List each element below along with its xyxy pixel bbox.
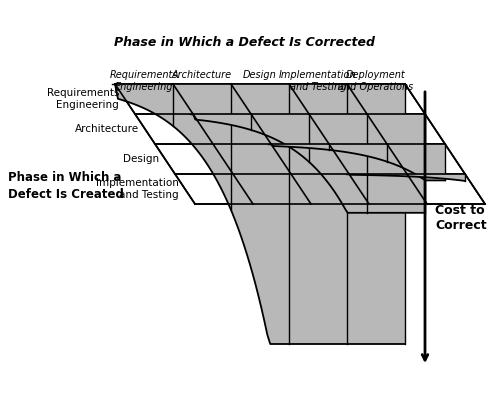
Text: Design: Design: [123, 154, 159, 164]
Polygon shape: [349, 174, 465, 181]
Text: Cost to
Correct: Cost to Correct: [435, 203, 486, 232]
Text: Deployment
and Operations: Deployment and Operations: [338, 70, 413, 91]
Text: Requirements
Engineering: Requirements Engineering: [110, 70, 178, 91]
Text: Architecture: Architecture: [75, 124, 139, 134]
Text: Implementation
and Testing: Implementation and Testing: [279, 70, 357, 91]
Polygon shape: [115, 84, 485, 204]
Text: Architecture: Architecture: [172, 70, 232, 80]
Text: Design: Design: [243, 70, 277, 80]
Text: Phase in Which a Defect Is Corrected: Phase in Which a Defect Is Corrected: [114, 36, 376, 49]
Text: Implementation
and Testing: Implementation and Testing: [96, 178, 179, 200]
Polygon shape: [115, 84, 405, 344]
Polygon shape: [193, 114, 425, 213]
Polygon shape: [271, 144, 445, 180]
Text: Phase in Which a
Defect Is Created: Phase in Which a Defect Is Created: [8, 171, 124, 201]
Text: Requirements
Engineering: Requirements Engineering: [46, 88, 119, 110]
